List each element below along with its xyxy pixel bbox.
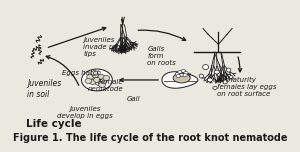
Ellipse shape <box>91 71 98 76</box>
Text: Galls
form
on roots: Galls form on roots <box>147 46 176 66</box>
Ellipse shape <box>175 73 179 76</box>
Ellipse shape <box>184 72 188 74</box>
Ellipse shape <box>100 78 107 83</box>
Ellipse shape <box>95 80 102 85</box>
Text: Juveniles
in soil: Juveniles in soil <box>27 79 61 98</box>
Ellipse shape <box>199 74 203 78</box>
Ellipse shape <box>98 74 105 79</box>
Text: Juveniles
develop in eggs: Juveniles develop in eggs <box>57 106 112 119</box>
Ellipse shape <box>89 79 96 84</box>
Text: Eggs hatch: Eggs hatch <box>62 70 102 76</box>
Ellipse shape <box>94 78 100 82</box>
Text: Female
nematode: Female nematode <box>87 79 123 92</box>
Ellipse shape <box>103 76 110 80</box>
Ellipse shape <box>226 68 231 72</box>
Ellipse shape <box>99 82 106 87</box>
Ellipse shape <box>87 74 94 79</box>
Text: Life cycle: Life cycle <box>26 119 81 129</box>
Ellipse shape <box>202 65 208 70</box>
Ellipse shape <box>207 78 212 82</box>
Ellipse shape <box>214 70 219 74</box>
Ellipse shape <box>213 86 217 89</box>
Ellipse shape <box>183 74 187 76</box>
Ellipse shape <box>178 71 182 74</box>
Text: Eggs: Eggs <box>174 72 191 78</box>
Text: At maturity
females lay eggs
on root surface: At maturity females lay eggs on root sur… <box>217 76 276 97</box>
Ellipse shape <box>173 73 190 83</box>
Ellipse shape <box>82 69 112 91</box>
Polygon shape <box>162 72 198 88</box>
Ellipse shape <box>181 70 185 73</box>
Ellipse shape <box>223 80 227 84</box>
Ellipse shape <box>230 76 233 78</box>
Text: Gall: Gall <box>127 96 140 102</box>
Ellipse shape <box>85 78 92 83</box>
Text: Figure 1. The life cycle of the root knot nematode: Figure 1. The life cycle of the root kno… <box>13 133 287 143</box>
Ellipse shape <box>176 74 180 78</box>
Text: Juveniles
invade root
tips: Juveniles invade root tips <box>83 37 123 57</box>
Ellipse shape <box>92 73 99 78</box>
Ellipse shape <box>179 74 184 76</box>
